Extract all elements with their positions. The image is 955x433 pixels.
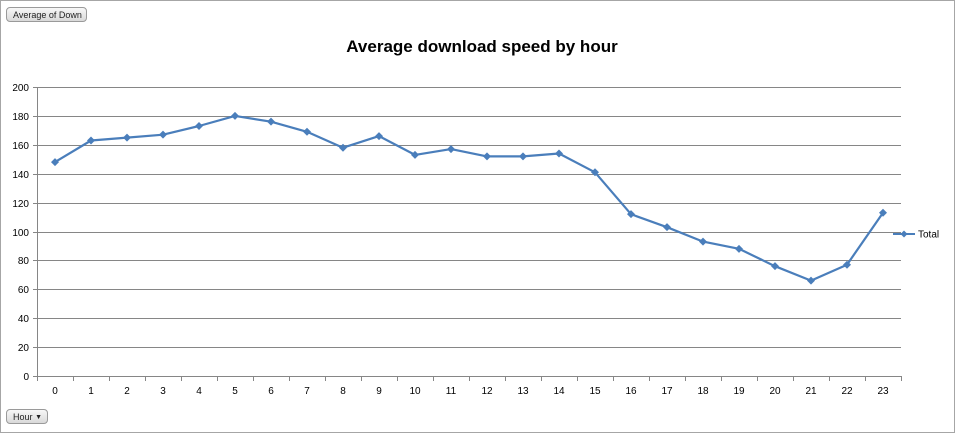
- data-point-marker: [519, 152, 527, 161]
- data-point-marker: [735, 244, 743, 253]
- series-line: [54, 114, 884, 282]
- axis-field-label: Hour: [13, 412, 33, 422]
- data-point-marker: [195, 122, 203, 131]
- data-point-marker: [411, 150, 419, 159]
- data-point-marker: [159, 130, 167, 139]
- legend-label: Total: [918, 230, 939, 241]
- data-point-marker: [555, 149, 563, 158]
- x-tick-label: 0: [52, 386, 58, 397]
- x-tick-label: 20: [769, 386, 781, 397]
- legend: Total: [893, 230, 939, 241]
- x-tick-label: 6: [268, 386, 274, 397]
- x-tick-label: 17: [661, 386, 673, 397]
- data-point-marker: [663, 223, 671, 232]
- chart-title: Average download speed by hour: [346, 37, 618, 56]
- data-point-marker: [807, 276, 815, 285]
- data-point-marker: [447, 145, 455, 154]
- gridlines: [37, 87, 901, 348]
- data-point-marker: [627, 210, 635, 219]
- data-point-marker: [699, 237, 707, 246]
- data-point-marker: [303, 127, 311, 136]
- data-point-marker: [879, 208, 887, 217]
- data-point-marker: [771, 262, 779, 271]
- x-tick-label: 7: [304, 386, 310, 397]
- data-point-marker: [483, 152, 491, 161]
- data-point-marker: [51, 158, 59, 167]
- x-tick-label: 18: [697, 386, 709, 397]
- x-tick-label: 13: [517, 386, 529, 397]
- data-point-marker: [87, 136, 95, 145]
- data-point-marker: [339, 143, 347, 152]
- data-point-marker: [231, 111, 239, 120]
- x-tick-label: 23: [877, 386, 889, 397]
- y-tick-label: 0: [23, 372, 29, 383]
- series-total: [51, 111, 887, 285]
- x-tick-label: 9: [376, 386, 382, 397]
- x-tick-label: 3: [160, 386, 166, 397]
- y-tick-label: 120: [12, 199, 29, 210]
- x-tick-label: 1: [88, 386, 94, 397]
- y-tick-label: 100: [12, 228, 29, 239]
- data-point-marker: [267, 117, 275, 126]
- data-point-marker: [843, 260, 851, 269]
- x-tick-label: 2: [124, 386, 130, 397]
- dropdown-arrow-icon[interactable]: ▼: [35, 414, 42, 421]
- x-tick-label: 21: [805, 386, 817, 397]
- x-tick-label: 19: [733, 386, 745, 397]
- data-point-marker: [591, 168, 599, 177]
- y-tick-label: 20: [18, 343, 30, 354]
- axes: [33, 87, 902, 381]
- legend-marker-icon: [900, 230, 908, 238]
- data-point-marker: [123, 133, 131, 142]
- y-tick-label: 60: [18, 285, 30, 296]
- x-tick-label: 5: [232, 386, 238, 397]
- x-axis-tick-labels: 0 1 2 3 4 5 6 7 8 9 10 11 12 13 14 15 16 17 18 19 20 21 22 23: [52, 386, 889, 397]
- x-tick-label: 16: [625, 386, 637, 397]
- x-tick-label: 14: [553, 386, 565, 397]
- x-tick-label: 10: [409, 386, 421, 397]
- y-tick-label: 180: [12, 112, 29, 123]
- y-tick-label: 40: [18, 314, 30, 325]
- y-tick-label: 80: [18, 256, 30, 267]
- x-tick-label: 4: [196, 386, 202, 397]
- value-field-label: Average of Down: [13, 10, 82, 20]
- x-tick-label: 11: [446, 386, 457, 397]
- axis-field-button[interactable]: Hour ▼: [6, 409, 48, 424]
- data-point-marker: [375, 132, 383, 141]
- x-tick-label: 12: [481, 386, 493, 397]
- value-field-button[interactable]: Average of Down: [6, 7, 87, 22]
- x-tick-label: 15: [589, 386, 601, 397]
- x-tick-label: 22: [841, 386, 853, 397]
- y-axis-tick-labels: 0 20 40 60 80 100 120 140 160 180 200: [12, 83, 29, 383]
- x-tick-label: 8: [340, 386, 346, 397]
- y-tick-label: 200: [12, 83, 29, 94]
- y-tick-label: 140: [12, 170, 29, 181]
- y-tick-label: 160: [12, 141, 29, 152]
